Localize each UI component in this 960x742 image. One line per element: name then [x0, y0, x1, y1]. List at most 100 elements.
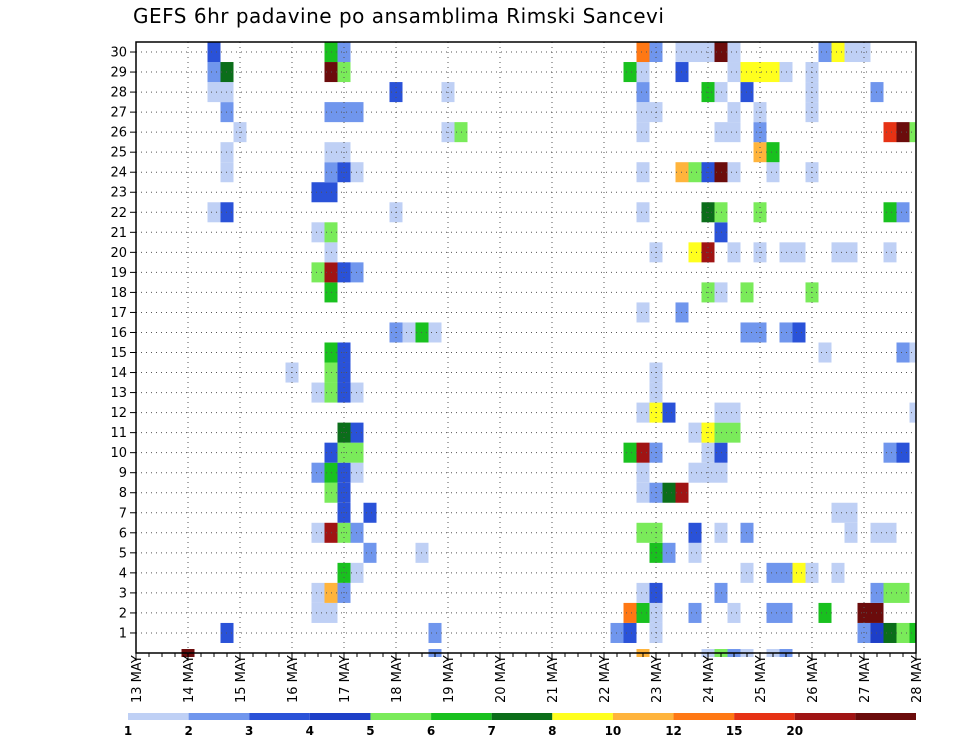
x-tick-label: 19 MAY: [442, 655, 457, 703]
heatmap-cell: [883, 522, 897, 543]
colorbar-swatch: [673, 713, 735, 720]
x-tick-label: 16 MAY: [286, 655, 301, 703]
colorbar-label: 15: [726, 724, 743, 738]
y-tick-label: 7: [119, 506, 127, 521]
x-tick-label: 28 MAY: [910, 655, 925, 703]
y-tick-label: 30: [110, 46, 127, 61]
colorbar-swatch: [309, 713, 371, 720]
heatmap-cell: [766, 562, 780, 583]
x-tick-label: 20 MAY: [494, 655, 509, 703]
chart-title: GEFS 6hr padavine po ansamblima Rimski S…: [133, 4, 665, 28]
heatmap-cell: [766, 162, 780, 183]
heatmap-cell: [688, 422, 702, 443]
x-tick-label: 27 MAY: [858, 655, 873, 703]
heatmap-cell: [766, 62, 780, 83]
heatmap-cell: [636, 462, 650, 483]
heatmap-cell: [636, 202, 650, 223]
y-tick-label: 3: [119, 586, 127, 601]
heatmap-cell: [688, 602, 702, 623]
x-tick-label: 25 MAY: [754, 655, 769, 703]
colorbar-label: 12: [665, 724, 682, 738]
heatmap-cell: [623, 442, 637, 463]
colorbar-label: 7: [488, 724, 496, 738]
y-tick-label: 10: [110, 446, 127, 461]
heatmap-cell: [727, 422, 741, 443]
heatmap-cell: [727, 62, 741, 83]
heatmap-cell: [727, 102, 741, 123]
y-tick-label: 26: [110, 126, 127, 141]
x-tick-label: 23 MAY: [650, 655, 665, 703]
heatmap-cell: [831, 562, 845, 583]
heatmap-cell: [818, 42, 832, 63]
colorbar-label: 4: [306, 724, 314, 738]
heatmap-cell: [909, 402, 916, 423]
y-tick-label: 9: [119, 466, 127, 481]
heatmap-cell: [636, 402, 650, 423]
heatmap-cell: [792, 322, 806, 343]
heatmap-cell: [688, 242, 702, 263]
heatmap-cell: [896, 582, 910, 603]
y-tick-label: 24: [110, 166, 127, 181]
colorbar-swatch: [794, 713, 856, 720]
grid-layer: [136, 42, 916, 653]
colorbar-swatch: [855, 713, 916, 720]
colorbar-swatch: [188, 713, 250, 720]
heatmap-cell: [428, 622, 442, 643]
y-tick-label: 6: [119, 526, 127, 541]
heatmap-cell: [883, 242, 897, 263]
y-tick-label: 20: [110, 246, 127, 261]
heatmap-cell: [727, 242, 741, 263]
colorbar: 1 2 3 4 5 6 7 8 10 12 15 20: [124, 713, 916, 738]
colorbar-label: 8: [548, 724, 556, 738]
x-tick-label: 17 MAY: [338, 655, 353, 703]
heatmap-cell: [792, 562, 806, 583]
y-tick-label: 21: [110, 226, 127, 241]
colorbar-swatch: [431, 713, 492, 720]
heatmap-cell: [662, 402, 676, 423]
y-tick-label: 13: [110, 386, 127, 401]
x-tick-label: 18 MAY: [390, 655, 405, 703]
heatmap-cell: [402, 322, 416, 343]
x-tick-label: 26 MAY: [806, 655, 821, 703]
y-tick-label: 14: [110, 366, 127, 381]
colorbar-label: 5: [366, 724, 374, 738]
y-tick-label: 4: [119, 566, 127, 581]
heatmap-cell: [207, 82, 221, 103]
y-tick-label: 22: [110, 206, 127, 221]
heatmap-cell: [311, 222, 325, 243]
heatmap-cell: [662, 542, 676, 563]
y-tick-label: 2: [119, 606, 127, 621]
y-tick-label: 5: [119, 546, 127, 561]
heatmap-cell: [688, 162, 702, 183]
heatmap-cell: [766, 142, 780, 163]
heatmap-cell: [883, 122, 897, 143]
heatmap-cell: [688, 42, 702, 63]
x-tick-label: 21 MAY: [546, 655, 561, 703]
heatmap-cell: [831, 242, 845, 263]
heatmap-cell: [636, 82, 650, 103]
colorbar-swatch: [612, 713, 674, 720]
heatmap-cell: [727, 402, 741, 423]
heatmap-cell: [311, 602, 325, 623]
colorbar-label: 3: [245, 724, 253, 738]
colorbar-swatch: [491, 713, 553, 720]
heatmap-cell: [883, 202, 897, 223]
y-tick-label: 17: [110, 306, 127, 321]
heatmap-cell: [311, 462, 325, 483]
plot-frame: [135, 41, 917, 654]
heatmap-cell: [662, 482, 676, 503]
heatmap-cell: [207, 62, 221, 83]
y-tick-label: 18: [110, 286, 127, 301]
heatmap-cell: [636, 522, 650, 543]
y-tick-label: 27: [110, 106, 127, 121]
heatmap-cell: [636, 102, 650, 123]
heatmap-cell: [311, 522, 325, 543]
x-tick-label: 15 MAY: [234, 655, 249, 703]
x-tick-label: 22 MAY: [598, 655, 613, 703]
heatmap-cell: [688, 542, 702, 563]
heatmap-cell: [727, 42, 741, 63]
heatmap-cell: [896, 622, 910, 643]
heatmap-cell: [831, 502, 845, 523]
heatmap-cell: [636, 162, 650, 183]
heatmap-cell: [727, 122, 741, 143]
